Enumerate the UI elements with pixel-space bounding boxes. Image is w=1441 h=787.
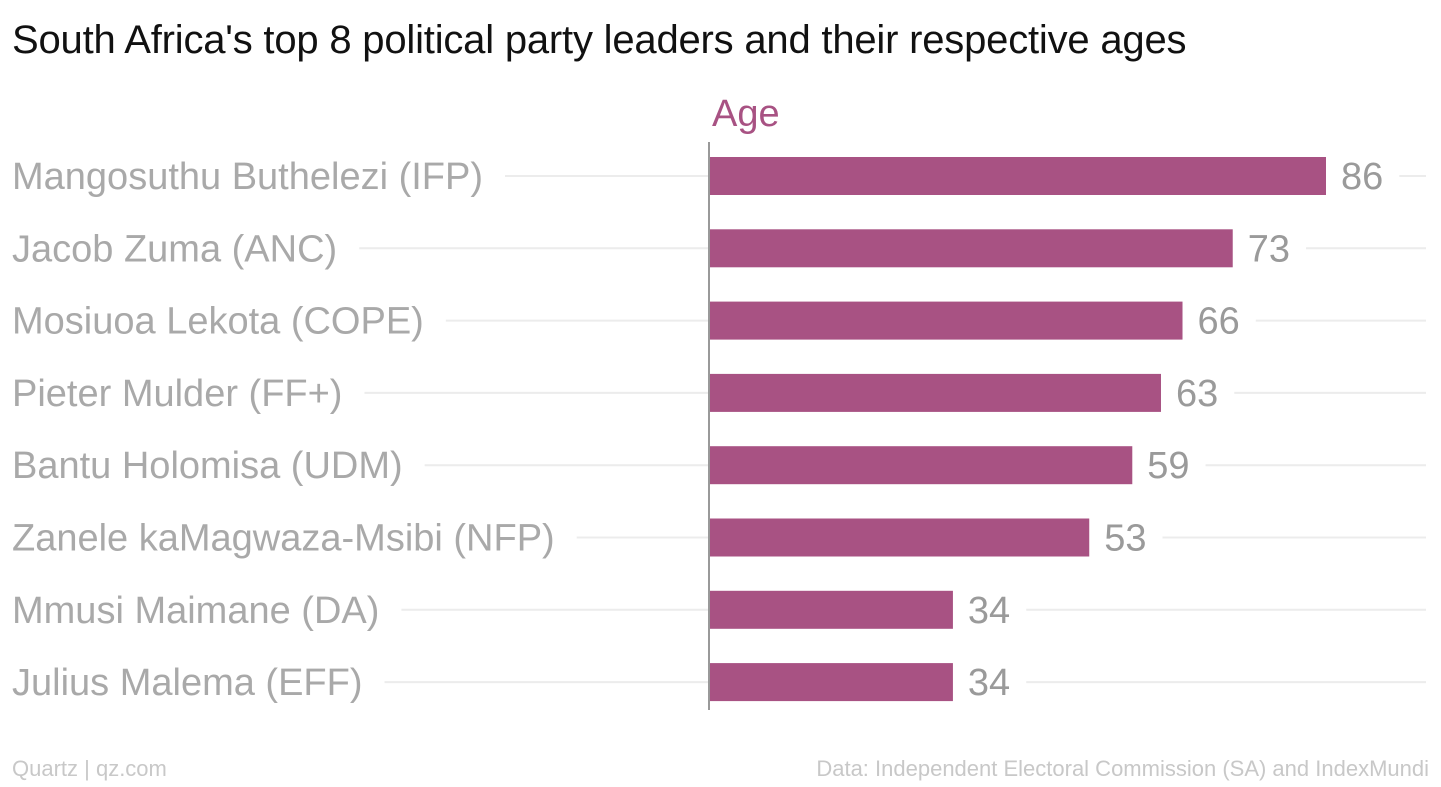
category-label: Mangosuthu Buthelezi (IFP) [12, 156, 483, 198]
footer-source: Data: Independent Electoral Commission (… [816, 756, 1429, 781]
series-label-age: Age [712, 93, 780, 135]
gridlines [359, 175, 1426, 684]
category-label: Mmusi Maimane (DA) [12, 590, 379, 632]
value-label: 34 [968, 590, 1010, 632]
category-label: Pieter Mulder (FF+) [12, 373, 342, 415]
value-label: 63 [1176, 373, 1218, 415]
bars [709, 157, 1326, 702]
value-label: 73 [1248, 228, 1290, 270]
category-label: Bantu Holomisa (UDM) [12, 445, 403, 487]
bar [709, 518, 1090, 557]
bar [709, 446, 1133, 485]
bar [709, 590, 953, 629]
value-label: 86 [1341, 156, 1383, 198]
category-label: Zanele kaMagwaza-Msibi (NFP) [12, 518, 555, 560]
category-labels: Mangosuthu Buthelezi (IFP) Jacob Zuma (AN… [12, 156, 555, 704]
value-label: 53 [1104, 518, 1146, 560]
value-label: 34 [968, 662, 1010, 704]
chart-title: South Africa's top 8 political party lea… [12, 18, 1187, 62]
bar [709, 157, 1326, 195]
category-label: Mosiuoa Lekota (COPE) [12, 301, 424, 343]
bar [709, 373, 1161, 412]
footer-credit: Quartz | qz.com [12, 756, 167, 781]
category-label: Jacob Zuma (ANC) [12, 228, 337, 270]
bar [709, 663, 953, 702]
value-label: 59 [1147, 445, 1189, 487]
bar [709, 229, 1233, 268]
value-label: 66 [1198, 301, 1240, 343]
bar [709, 301, 1183, 340]
category-label: Julius Malema (EFF) [12, 662, 363, 704]
